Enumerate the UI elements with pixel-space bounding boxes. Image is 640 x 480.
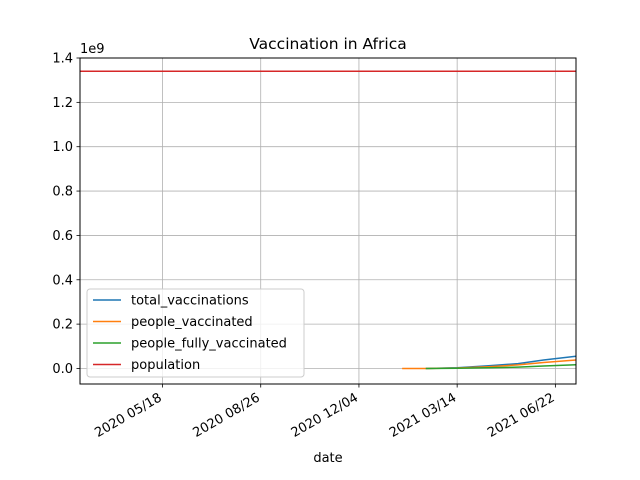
- series-line-people-fully-vaccinated: [425, 363, 577, 370]
- legend-label: people_vaccinated: [131, 315, 253, 330]
- legend-label: population: [131, 358, 200, 373]
- legend-label: people_fully_vaccinated: [131, 337, 287, 352]
- y-axis: 0.0 0.2 0.4 0.6 0.8 1.0 1.2 1.4: [52, 52, 80, 377]
- y-tick-label: 0.4: [52, 273, 73, 288]
- chart-title: Vaccination in Africa: [249, 35, 406, 53]
- plot-lines: [80, 70, 577, 370]
- legend-box: [86, 288, 305, 378]
- y-offset-text: 1e9: [80, 42, 105, 57]
- legend: total_vaccinations people_vaccinatedpeopl…: [86, 288, 305, 378]
- grid: [80, 57, 576, 384]
- x-axis-label: date: [313, 451, 342, 466]
- y-tick-label: 0.0: [52, 362, 73, 377]
- y-tick-label: 0.2: [52, 318, 73, 333]
- y-tick-label: 0.6: [52, 229, 73, 244]
- y-tick-label: 1.0: [52, 140, 73, 155]
- plot-frame: [79, 57, 577, 385]
- y-tick-label: 0.8: [52, 185, 73, 200]
- y-tick-label: 1.2: [52, 96, 73, 111]
- y-tick-label: 1.4: [52, 52, 73, 67]
- legend-label: total_vaccinations: [131, 294, 249, 309]
